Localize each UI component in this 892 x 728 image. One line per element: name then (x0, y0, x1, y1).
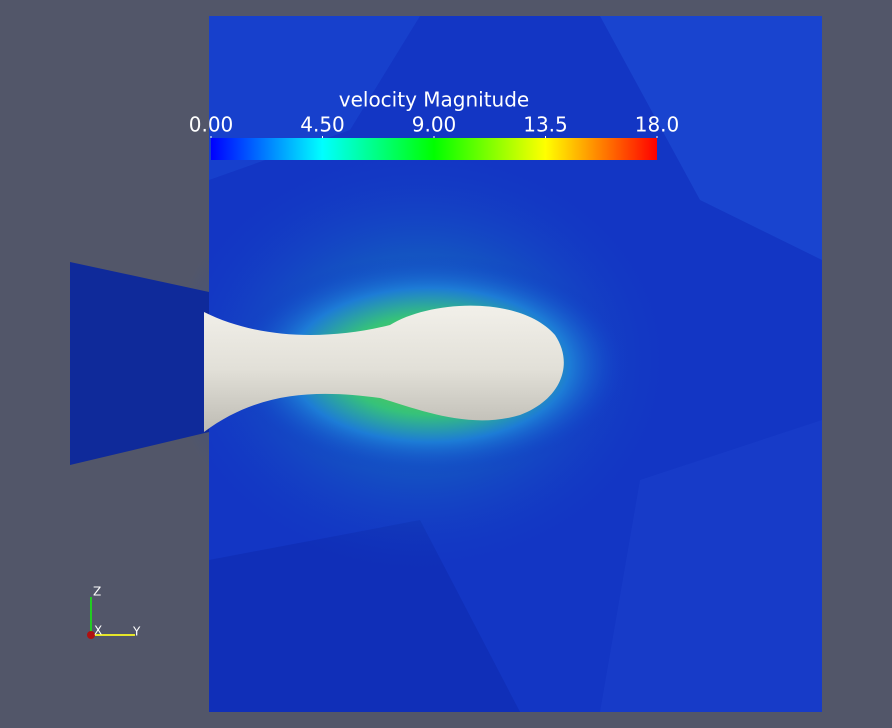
tick-label: 4.50 (300, 113, 345, 137)
mesh-facet (600, 420, 822, 712)
tick-label: 13.5 (523, 113, 568, 137)
axis-x-label: X (94, 624, 102, 638)
axis-z-label: Z (93, 585, 101, 599)
colorbar-title: velocity Magnitude (339, 88, 529, 112)
mesh-facet (600, 16, 822, 260)
tick-label: 18.0 (635, 113, 680, 137)
axis-y-label: Y (132, 625, 141, 639)
colorbar (211, 138, 657, 160)
tick-label: 0.00 (189, 113, 234, 137)
colorbar-ticks: 0.00 4.50 9.00 13.5 18.0 (189, 113, 680, 138)
body (204, 305, 564, 432)
axis-x (87, 631, 95, 639)
tick-label: 9.00 (412, 113, 457, 137)
inlet (70, 262, 209, 465)
